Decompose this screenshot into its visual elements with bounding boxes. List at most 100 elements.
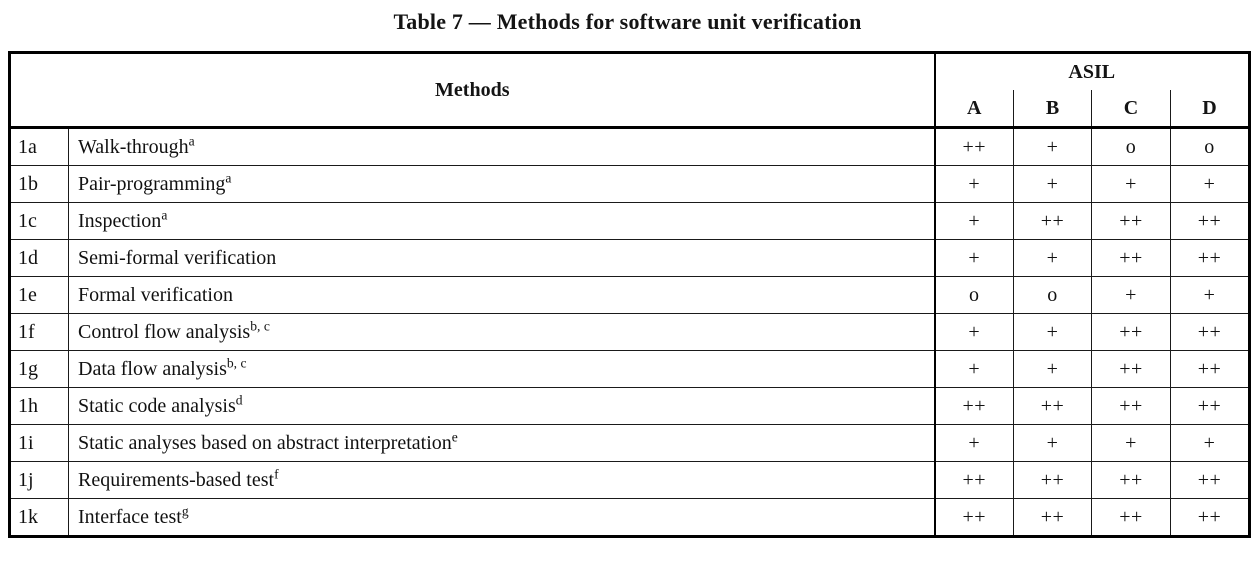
method-label: Static code analysis — [78, 394, 236, 417]
row-id: 1h — [9, 387, 69, 425]
table-row: 1g Data flow analysisb, c + + ++ ++ — [9, 350, 1251, 388]
table-row: 1e Formal verification o o + + — [9, 276, 1251, 314]
asil-d-value: o — [1170, 127, 1251, 166]
asil-b-value: + — [1013, 165, 1093, 203]
asil-c-value: ++ — [1091, 202, 1172, 240]
method-label: Static analyses based on abstract interp… — [78, 431, 452, 454]
asil-d-value: ++ — [1170, 202, 1251, 240]
table-row: 1d Semi-formal verification + + ++ ++ — [9, 239, 1251, 277]
asil-d-value: + — [1170, 165, 1251, 203]
method-name: Inspectiona — [67, 202, 936, 240]
asil-b-value: ++ — [1013, 202, 1093, 240]
asil-a-value: + — [933, 165, 1015, 203]
asil-b-value: ++ — [1013, 461, 1093, 499]
asil-d-value: ++ — [1170, 239, 1251, 277]
footnote-marker: g — [181, 502, 189, 518]
method-name: Static analyses based on abstract interp… — [67, 424, 936, 462]
row-id: 1f — [9, 313, 69, 351]
methods-column-header: Methods — [8, 52, 936, 129]
asil-b-value: + — [1013, 350, 1093, 388]
footnote-marker: d — [235, 391, 243, 407]
asil-a-value: + — [933, 424, 1015, 462]
asil-c-header: C — [1091, 90, 1172, 129]
method-name: Pair-programminga — [67, 165, 936, 203]
asil-b-value: + — [1013, 313, 1093, 351]
footnote-marker: e — [451, 428, 458, 444]
method-name: Walk-througha — [67, 127, 936, 166]
asil-c-value: + — [1091, 165, 1172, 203]
table-row: 1j Requirements-based testf ++ ++ ++ ++ — [9, 461, 1251, 499]
asil-b-header: B — [1013, 90, 1093, 129]
asil-d-value: ++ — [1170, 387, 1251, 425]
asil-b-value: ++ — [1013, 387, 1093, 425]
asil-d-value: ++ — [1170, 313, 1251, 351]
asil-a-value: + — [933, 350, 1015, 388]
asil-a-value: o — [933, 276, 1015, 314]
asil-b-value: ++ — [1013, 498, 1093, 537]
asil-b-value: + — [1013, 424, 1093, 462]
asil-d-value: ++ — [1170, 498, 1251, 537]
method-label: Formal verification — [78, 283, 233, 306]
row-id: 1j — [9, 461, 69, 499]
asil-d-value: + — [1170, 276, 1251, 314]
asil-c-value: ++ — [1091, 387, 1172, 425]
table-row: 1c Inspectiona + ++ ++ ++ — [9, 202, 1251, 240]
table-row: 1a Walk-througha ++ + o o — [9, 127, 1251, 166]
footnote-marker: b, c — [226, 354, 247, 370]
method-name: Requirements-based testf — [67, 461, 936, 499]
method-name: Interface testg — [67, 498, 936, 537]
asil-a-value: ++ — [933, 461, 1015, 499]
asil-column-group-header: ASIL — [933, 52, 1251, 90]
method-label: Requirements-based test — [78, 468, 275, 491]
asil-c-value: ++ — [1091, 498, 1172, 537]
method-label: Semi-formal verification — [78, 246, 277, 269]
asil-d-header: D — [1170, 90, 1251, 129]
asil-a-value: + — [933, 202, 1015, 240]
method-name: Formal verification — [67, 276, 936, 314]
method-label: Pair-programming — [78, 172, 226, 195]
table-row: 1i Static analyses based on abstract int… — [9, 424, 1251, 462]
asil-d-value: + — [1170, 424, 1251, 462]
method-name: Control flow analysisb, c — [67, 313, 936, 351]
asil-a-value: ++ — [933, 498, 1015, 537]
asil-d-value: ++ — [1170, 461, 1251, 499]
row-id: 1c — [9, 202, 69, 240]
asil-a-value: + — [933, 239, 1015, 277]
footnote-marker: f — [274, 465, 279, 481]
footnote-marker: a — [225, 169, 232, 185]
header-row-top: Methods ASIL — [8, 52, 1251, 129]
asil-b-value: + — [1013, 127, 1093, 166]
row-id: 1a — [9, 127, 69, 166]
table-row: 1h Static code analysisd ++ ++ ++ ++ — [9, 387, 1251, 425]
row-id: 1k — [9, 498, 69, 537]
row-id: 1i — [9, 424, 69, 462]
method-label: Inspection — [78, 209, 162, 232]
method-label: Walk-through — [78, 135, 189, 158]
header-row-asil-levels: A B C D — [10, 90, 1251, 129]
asil-c-value: + — [1091, 276, 1172, 314]
table-container: Methods ASIL A B C D 1a Walk-througha ++… — [8, 51, 1252, 538]
asil-a-value: ++ — [933, 127, 1015, 166]
asil-a-header: A — [933, 90, 1015, 129]
asil-c-value: + — [1091, 424, 1172, 462]
footnote-marker: a — [188, 132, 195, 148]
asil-d-value: ++ — [1170, 350, 1251, 388]
asil-a-value: ++ — [933, 387, 1015, 425]
method-label: Interface test — [78, 505, 182, 528]
asil-c-value: ++ — [1091, 350, 1172, 388]
row-id: 1d — [9, 239, 69, 277]
method-name: Data flow analysisb, c — [67, 350, 936, 388]
asil-c-value: o — [1091, 127, 1172, 166]
table-row: 1b Pair-programminga + + + + — [9, 165, 1251, 203]
asil-a-value: + — [933, 313, 1015, 351]
asil-b-value: o — [1013, 276, 1093, 314]
asil-c-value: ++ — [1091, 461, 1172, 499]
method-name: Semi-formal verification — [67, 239, 936, 277]
method-name: Static code analysisd — [67, 387, 936, 425]
row-id: 1g — [9, 350, 69, 388]
asil-c-value: ++ — [1091, 313, 1172, 351]
asil-b-value: + — [1013, 239, 1093, 277]
asil-c-value: ++ — [1091, 239, 1172, 277]
table-row: 1f Control flow analysisb, c + + ++ ++ — [9, 313, 1251, 351]
row-id: 1b — [9, 165, 69, 203]
